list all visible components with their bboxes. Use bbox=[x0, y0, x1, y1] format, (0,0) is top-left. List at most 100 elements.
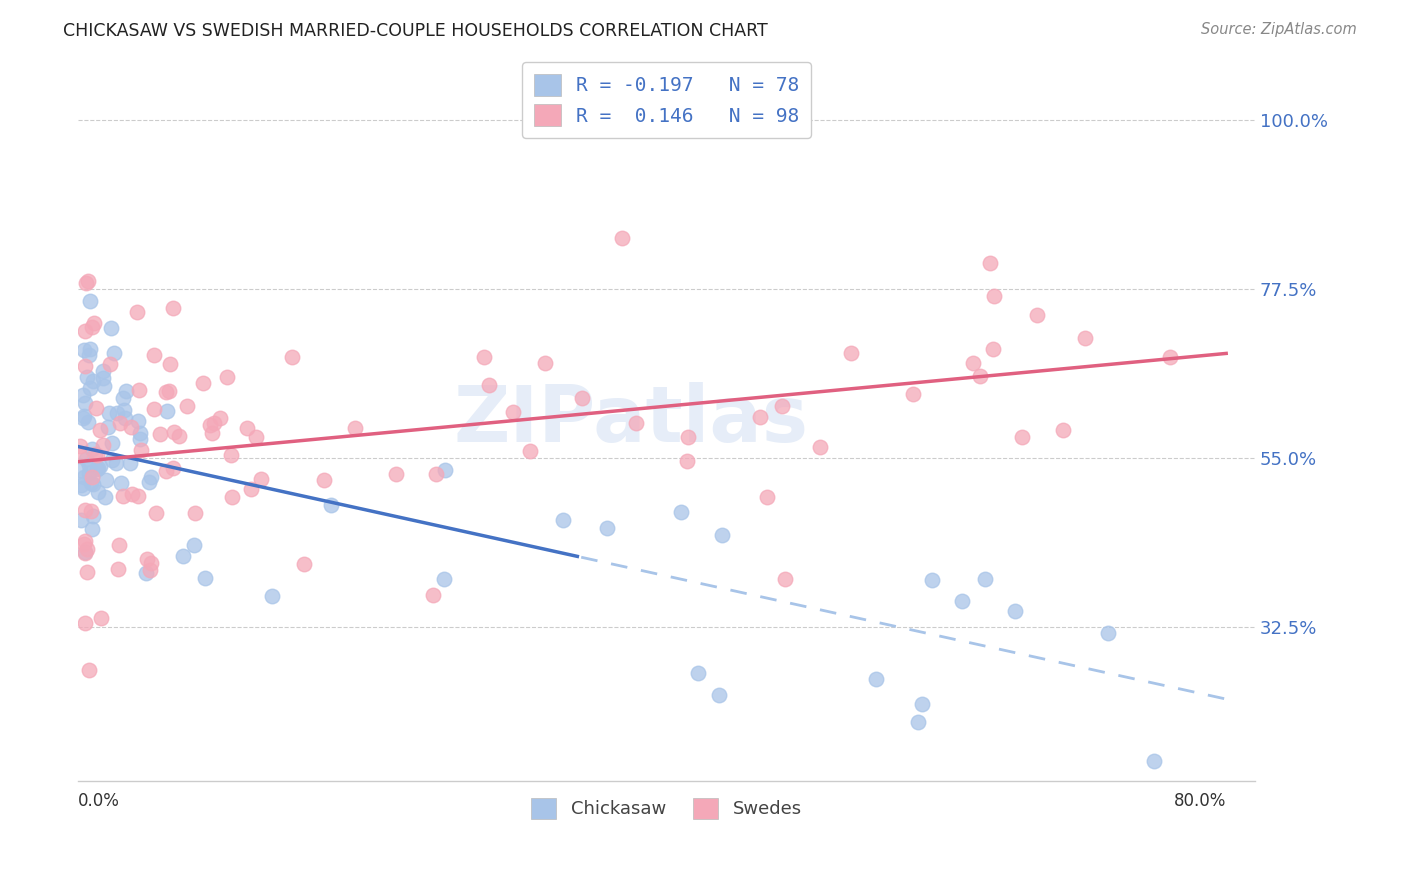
Point bbox=[1073, 330, 1095, 344]
Point bbox=[77, 274, 100, 288]
Point bbox=[981, 343, 1004, 357]
Point bbox=[77, 663, 100, 677]
Point bbox=[167, 428, 190, 442]
Point bbox=[239, 482, 262, 496]
Point bbox=[73, 396, 96, 410]
Point bbox=[191, 376, 214, 390]
Point bbox=[208, 411, 231, 425]
Point bbox=[127, 489, 149, 503]
Point bbox=[73, 616, 96, 631]
Point bbox=[249, 472, 271, 486]
Point bbox=[194, 570, 217, 584]
Point bbox=[131, 442, 153, 457]
Point bbox=[110, 476, 132, 491]
Point bbox=[87, 461, 110, 475]
Point bbox=[903, 387, 925, 401]
Point bbox=[111, 489, 134, 503]
Point bbox=[105, 406, 128, 420]
Point bbox=[84, 447, 107, 461]
Point bbox=[80, 442, 103, 456]
Point bbox=[974, 572, 997, 586]
Point bbox=[770, 399, 793, 413]
Point bbox=[1159, 350, 1181, 364]
Point bbox=[73, 409, 96, 424]
Point bbox=[686, 665, 709, 680]
Point bbox=[72, 411, 94, 425]
Point bbox=[962, 355, 984, 369]
Text: 0.0%: 0.0% bbox=[79, 792, 120, 810]
Point bbox=[519, 444, 541, 458]
Point bbox=[1011, 430, 1033, 444]
Point bbox=[101, 453, 124, 467]
Text: Source: ZipAtlas.com: Source: ZipAtlas.com bbox=[1201, 22, 1357, 37]
Point bbox=[82, 522, 104, 536]
Point bbox=[236, 421, 259, 435]
Point bbox=[79, 293, 101, 308]
Point bbox=[156, 403, 179, 417]
Point bbox=[73, 324, 96, 338]
Point bbox=[202, 417, 225, 431]
Point bbox=[128, 426, 150, 441]
Point bbox=[77, 466, 100, 480]
Point bbox=[215, 370, 238, 384]
Point bbox=[76, 565, 98, 579]
Point bbox=[422, 588, 444, 602]
Point bbox=[1026, 308, 1049, 322]
Point bbox=[91, 364, 114, 378]
Point bbox=[138, 475, 160, 490]
Point bbox=[89, 423, 111, 437]
Point bbox=[671, 505, 693, 519]
Point bbox=[111, 392, 134, 406]
Point bbox=[433, 572, 456, 586]
Text: ZIPatlas: ZIPatlas bbox=[454, 383, 808, 458]
Point bbox=[91, 371, 114, 385]
Point bbox=[70, 477, 93, 491]
Point bbox=[69, 439, 91, 453]
Point bbox=[260, 590, 283, 604]
Point bbox=[73, 359, 96, 374]
Point bbox=[748, 410, 770, 425]
Point bbox=[162, 301, 184, 315]
Point bbox=[139, 557, 162, 571]
Point bbox=[312, 473, 335, 487]
Point bbox=[425, 467, 447, 482]
Point bbox=[571, 391, 593, 405]
Point bbox=[72, 537, 94, 551]
Point bbox=[75, 451, 97, 466]
Point bbox=[865, 672, 887, 686]
Point bbox=[143, 402, 166, 417]
Point bbox=[143, 348, 166, 362]
Point bbox=[145, 506, 167, 520]
Point bbox=[176, 399, 198, 413]
Point bbox=[979, 256, 1001, 270]
Point bbox=[89, 458, 111, 473]
Point bbox=[129, 432, 152, 446]
Point bbox=[69, 463, 91, 477]
Text: CHICKASAW VS SWEDISH MARRIED-COUPLE HOUSEHOLDS CORRELATION CHART: CHICKASAW VS SWEDISH MARRIED-COUPLE HOUS… bbox=[63, 22, 768, 40]
Point bbox=[478, 377, 501, 392]
Legend: Chickasaw, Swedes: Chickasaw, Swedes bbox=[524, 791, 810, 826]
Point bbox=[76, 415, 98, 429]
Point bbox=[80, 503, 103, 517]
Point bbox=[675, 454, 697, 468]
Point bbox=[96, 473, 118, 487]
Point bbox=[72, 387, 94, 401]
Point bbox=[707, 688, 730, 702]
Point bbox=[678, 429, 700, 443]
Point bbox=[624, 416, 647, 430]
Point bbox=[502, 405, 524, 419]
Point bbox=[1004, 604, 1026, 618]
Point bbox=[73, 545, 96, 559]
Point bbox=[384, 467, 406, 482]
Point bbox=[135, 552, 157, 566]
Point bbox=[120, 420, 142, 434]
Point bbox=[125, 305, 148, 319]
Point bbox=[69, 448, 91, 462]
Point bbox=[103, 345, 125, 359]
Point bbox=[86, 448, 108, 462]
Point bbox=[87, 484, 110, 499]
Point bbox=[159, 358, 181, 372]
Point bbox=[149, 427, 172, 442]
Y-axis label: Married-couple Households: Married-couple Households bbox=[0, 307, 8, 533]
Point bbox=[551, 513, 574, 527]
